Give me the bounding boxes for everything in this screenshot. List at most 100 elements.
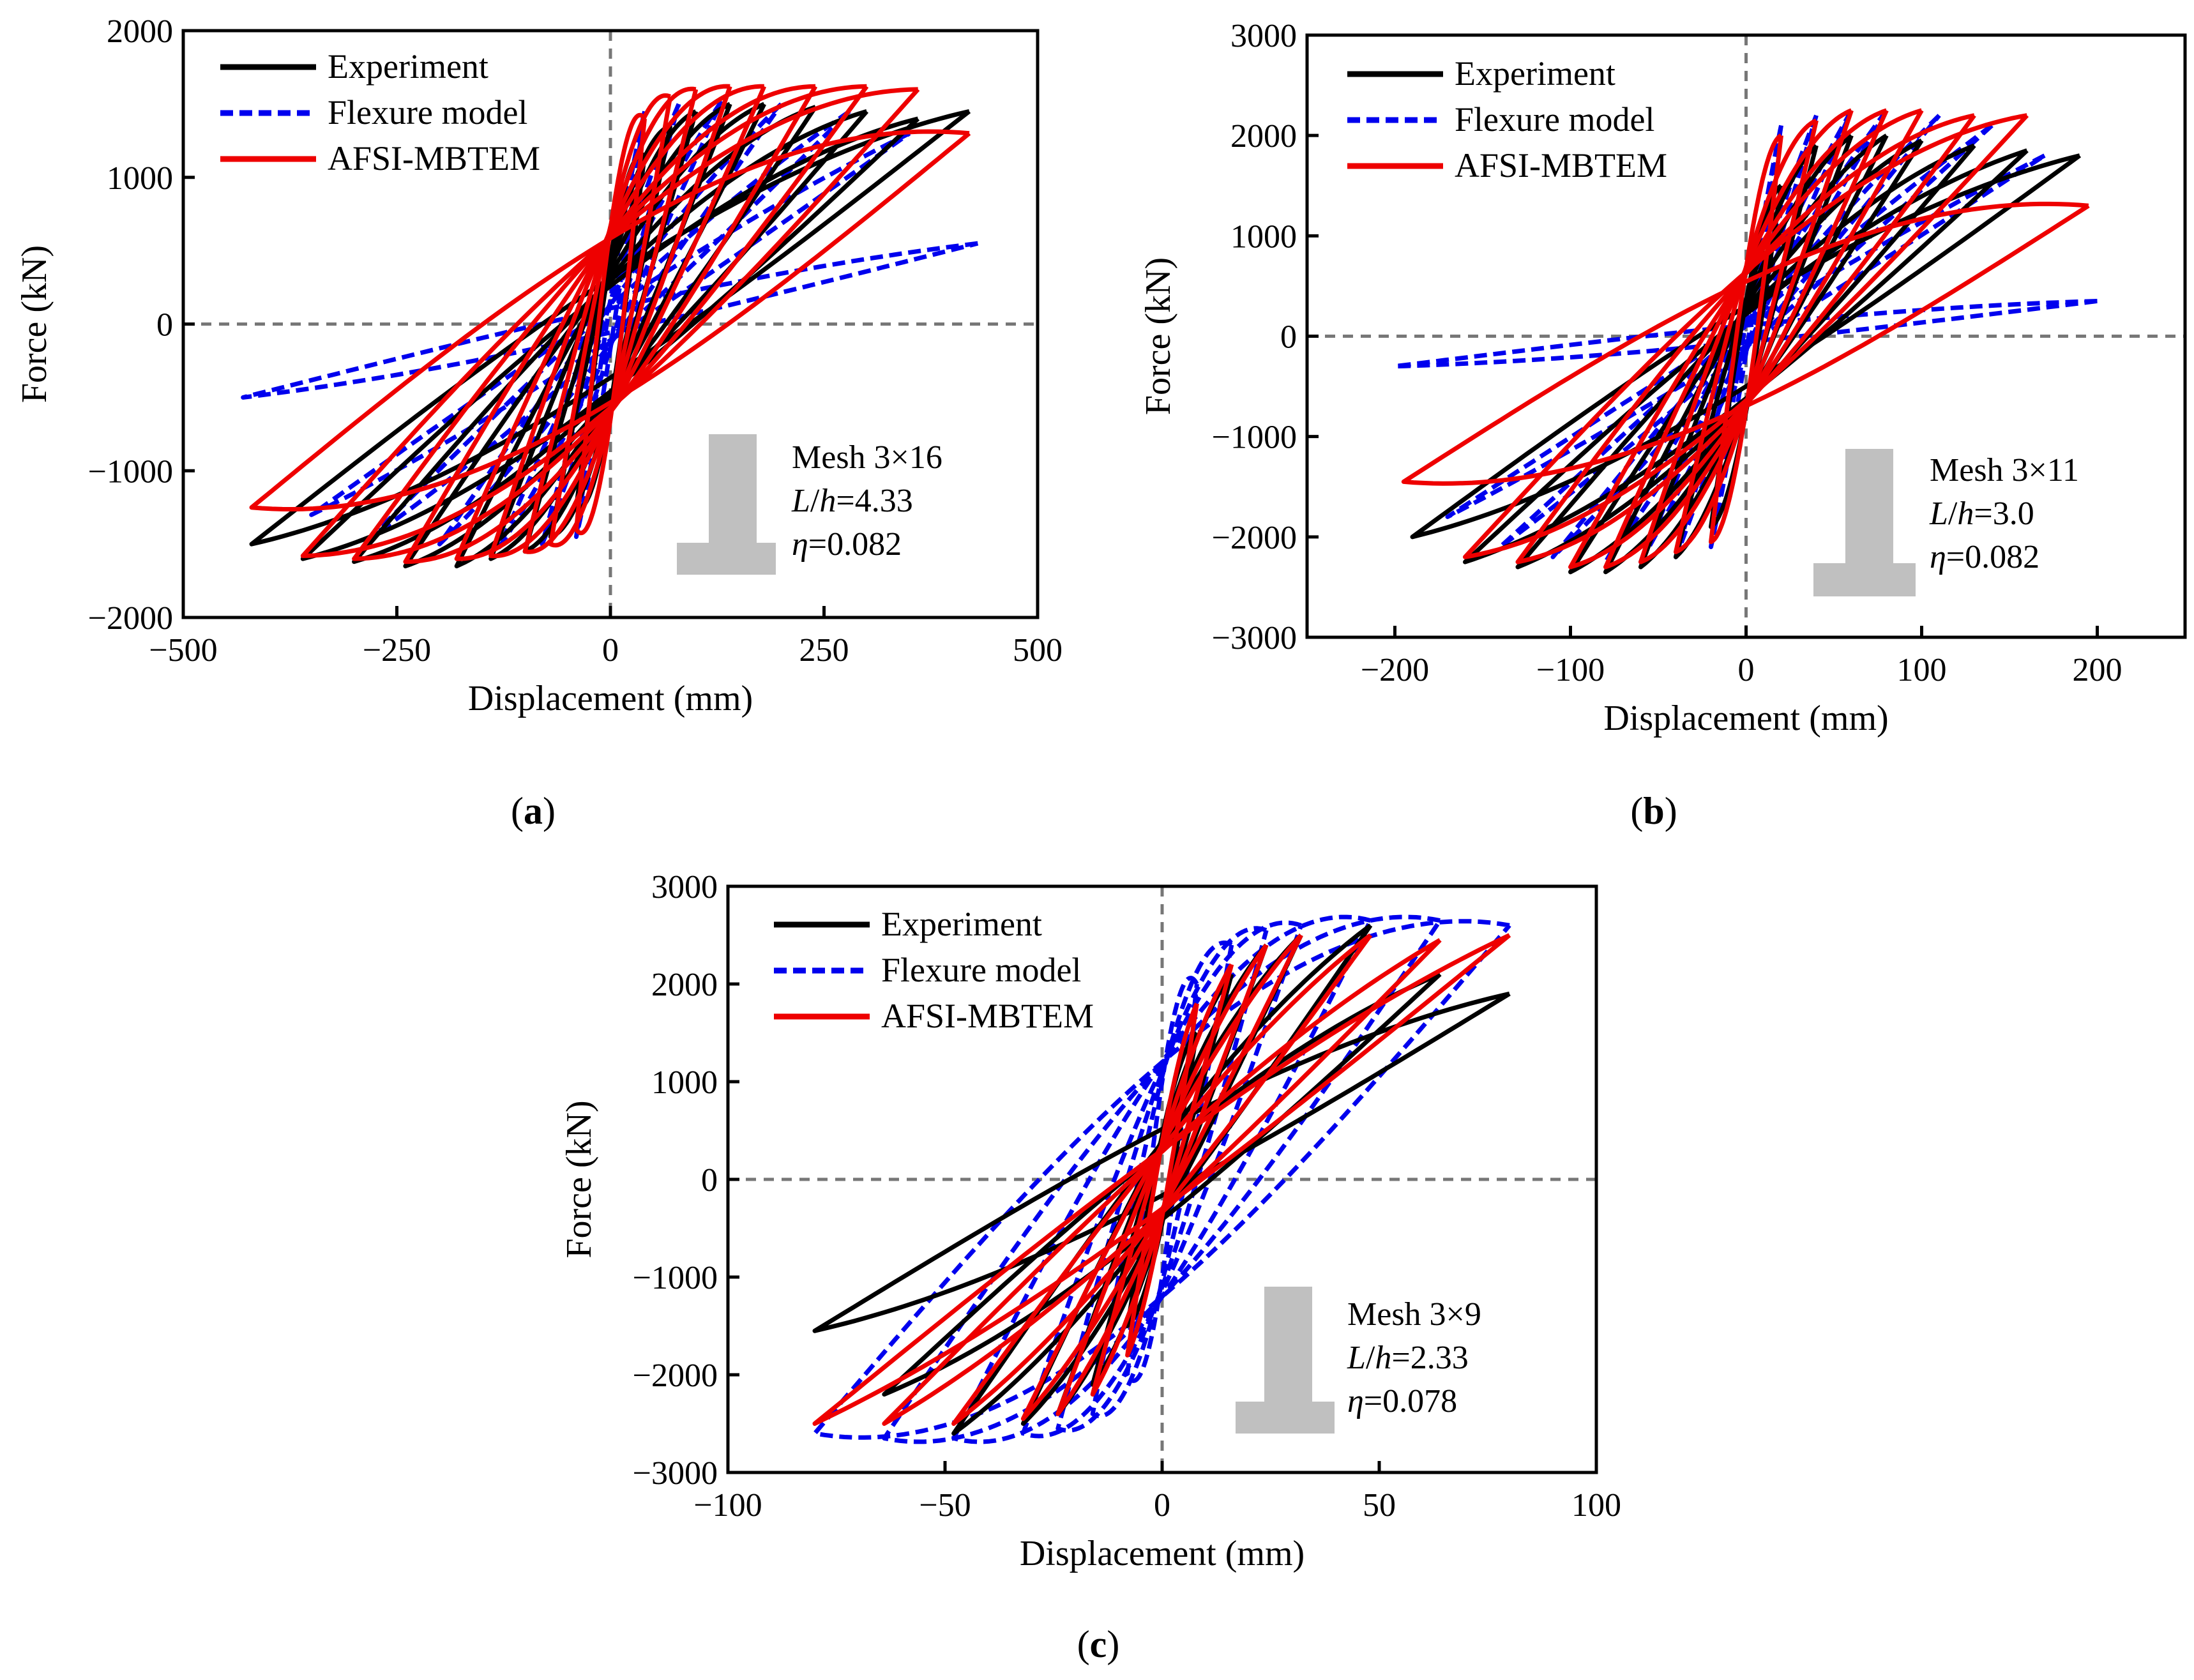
x-tick-label: −250 bbox=[363, 632, 431, 669]
series-experiment-cycle bbox=[1568, 138, 1924, 575]
series-flexure-model-cycle bbox=[1550, 114, 1941, 559]
curves bbox=[1393, 108, 2098, 575]
x-tick-label: 100 bbox=[1571, 1487, 1621, 1524]
aspect-ratio-label: L/h=3.0 bbox=[1929, 496, 2034, 532]
series-afsi-mbtem-cycle bbox=[1568, 108, 1924, 570]
series-experiment-cycle bbox=[882, 972, 1442, 1397]
series-afsi-mbtem-cycle bbox=[1463, 113, 2029, 559]
series-afsi-mbtem-cycle bbox=[951, 933, 1373, 1426]
series-afsi-mbtem-cycle bbox=[488, 84, 732, 559]
axial-load-ratio-label: η=0.082 bbox=[1930, 539, 2039, 575]
x-tick-label: −100 bbox=[1536, 652, 1605, 688]
curves bbox=[241, 84, 979, 569]
series-afsi-mbtem-cycle bbox=[454, 84, 767, 561]
series-afsi-mbtem-cycle bbox=[548, 93, 673, 548]
series-afsi-mbtem-cycle bbox=[403, 84, 818, 564]
panel-label: (c) bbox=[1077, 1623, 1120, 1665]
y-tick-label: 3000 bbox=[651, 869, 718, 905]
y-axis-title: Force (kN) bbox=[1139, 257, 1178, 415]
wall-section-flange bbox=[677, 543, 776, 575]
y-tick-label: 2000 bbox=[651, 967, 718, 1003]
series-afsi-mbtem-cycle bbox=[249, 129, 971, 511]
series-afsi-mbtem-cycle bbox=[1674, 118, 1819, 554]
y-tick-label: 3000 bbox=[1230, 18, 1297, 54]
y-tick-label: 0 bbox=[701, 1162, 718, 1199]
y-axis-title: Force (kN) bbox=[559, 1100, 599, 1258]
legend-label: Flexure model bbox=[1455, 100, 1654, 139]
series-afsi-mbtem-cycle bbox=[522, 86, 699, 554]
x-tick-label: 50 bbox=[1363, 1487, 1396, 1524]
wall-section-web bbox=[1264, 1287, 1312, 1405]
y-tick-label: 2000 bbox=[107, 13, 173, 50]
x-tick-label: −100 bbox=[693, 1487, 762, 1524]
y-tick-label: 1000 bbox=[107, 160, 173, 197]
series-flexure-model-cycle bbox=[241, 241, 979, 400]
legend-label: Experiment bbox=[1455, 54, 1615, 93]
y-tick-label: 0 bbox=[156, 307, 173, 344]
series-afsi-mbtem-cycle bbox=[882, 938, 1442, 1426]
y-tick-label: −1000 bbox=[633, 1260, 718, 1296]
series-experiment-cycle bbox=[1410, 153, 2082, 540]
panel-c: −100 −50 0 50 100 −3000 −2000 −1000 0 1000 2000 300… bbox=[559, 869, 1621, 1665]
x-axis-title: Displacement (mm) bbox=[1020, 1534, 1305, 1573]
legend-label: AFSI-MBTEM bbox=[1455, 146, 1667, 185]
legend-label: AFSI-MBTEM bbox=[328, 139, 540, 178]
wall-section-web bbox=[709, 434, 757, 544]
y-tick-label: −3000 bbox=[633, 1455, 718, 1492]
y-tick-label: 2000 bbox=[1230, 118, 1297, 155]
series-afsi-mbtem-cycle bbox=[1401, 201, 2090, 486]
aspect-ratio-label: L/h=4.33 bbox=[791, 483, 913, 519]
mesh-label: Mesh 3×16 bbox=[792, 439, 942, 476]
y-tick-label: 1000 bbox=[651, 1064, 718, 1101]
y-tick-label: 1000 bbox=[1230, 218, 1297, 255]
wall-section-flange bbox=[1813, 563, 1916, 596]
legend-label: Experiment bbox=[328, 47, 488, 86]
x-tick-label: 200 bbox=[2073, 652, 2122, 688]
y-tick-label: −3000 bbox=[1212, 620, 1297, 656]
y-tick-label: −2000 bbox=[1212, 520, 1297, 556]
x-tick-label: −200 bbox=[1361, 652, 1429, 688]
series-afsi-mbtem-cycle bbox=[812, 933, 1511, 1426]
wall-section-flange bbox=[1236, 1402, 1335, 1434]
x-tick-label: 250 bbox=[799, 632, 849, 669]
series-afsi-mbtem-cycle bbox=[1125, 1003, 1199, 1358]
x-tick-label: 0 bbox=[1738, 652, 1755, 688]
series-flexure-model-cycle bbox=[437, 102, 783, 547]
y-axis-title: Force (kN) bbox=[15, 245, 54, 403]
legend-label: AFSI-MBTEM bbox=[881, 997, 1094, 1035]
curves bbox=[812, 914, 1511, 1444]
series-flexure-model-cycle bbox=[1055, 926, 1269, 1433]
axial-load-ratio-label: η=0.082 bbox=[792, 526, 902, 563]
series-flexure-model-cycle bbox=[812, 919, 1511, 1440]
legend-label: Flexure model bbox=[328, 93, 527, 132]
series-experiment-cycle bbox=[488, 102, 732, 561]
series-experiment-cycle bbox=[1515, 143, 1976, 570]
x-tick-label: 0 bbox=[1154, 1487, 1170, 1524]
panel-label: (b) bbox=[1630, 790, 1677, 832]
series-afsi-mbtem-cycle bbox=[300, 87, 920, 558]
x-tick-label: 0 bbox=[602, 632, 619, 669]
panel-a: −500 −250 0 250 500 −2000 −1000 0 1000 2000 Displa… bbox=[15, 13, 1063, 832]
y-tick-label: −1000 bbox=[88, 453, 173, 490]
mesh-label: Mesh 3×9 bbox=[1347, 1296, 1481, 1333]
series-experiment-cycle bbox=[1463, 148, 2029, 564]
legend-label: Flexure model bbox=[881, 951, 1081, 989]
aspect-ratio-label: L/h=2.33 bbox=[1347, 1340, 1469, 1376]
legend-label: Experiment bbox=[881, 905, 1042, 943]
y-tick-label: −2000 bbox=[633, 1358, 718, 1394]
x-axis-title: Displacement (mm) bbox=[468, 679, 753, 718]
x-tick-label: −500 bbox=[149, 632, 217, 669]
y-tick-label: 0 bbox=[1280, 319, 1297, 356]
panel-label: (a) bbox=[511, 790, 556, 832]
series-afsi-mbtem-cycle bbox=[1603, 108, 1889, 570]
series-afsi-mbtem-cycle bbox=[1638, 108, 1854, 564]
y-tick-label: −2000 bbox=[88, 600, 173, 637]
series-flexure-model-cycle bbox=[309, 131, 911, 517]
x-tick-label: 100 bbox=[1897, 652, 1947, 688]
series-experiment-cycle bbox=[352, 109, 869, 564]
wall-section-web bbox=[1845, 449, 1893, 565]
series-afsi-mbtem-cycle bbox=[1709, 133, 1783, 545]
x-tick-label: −50 bbox=[919, 1487, 971, 1524]
mesh-label: Mesh 3×11 bbox=[1930, 452, 2079, 488]
